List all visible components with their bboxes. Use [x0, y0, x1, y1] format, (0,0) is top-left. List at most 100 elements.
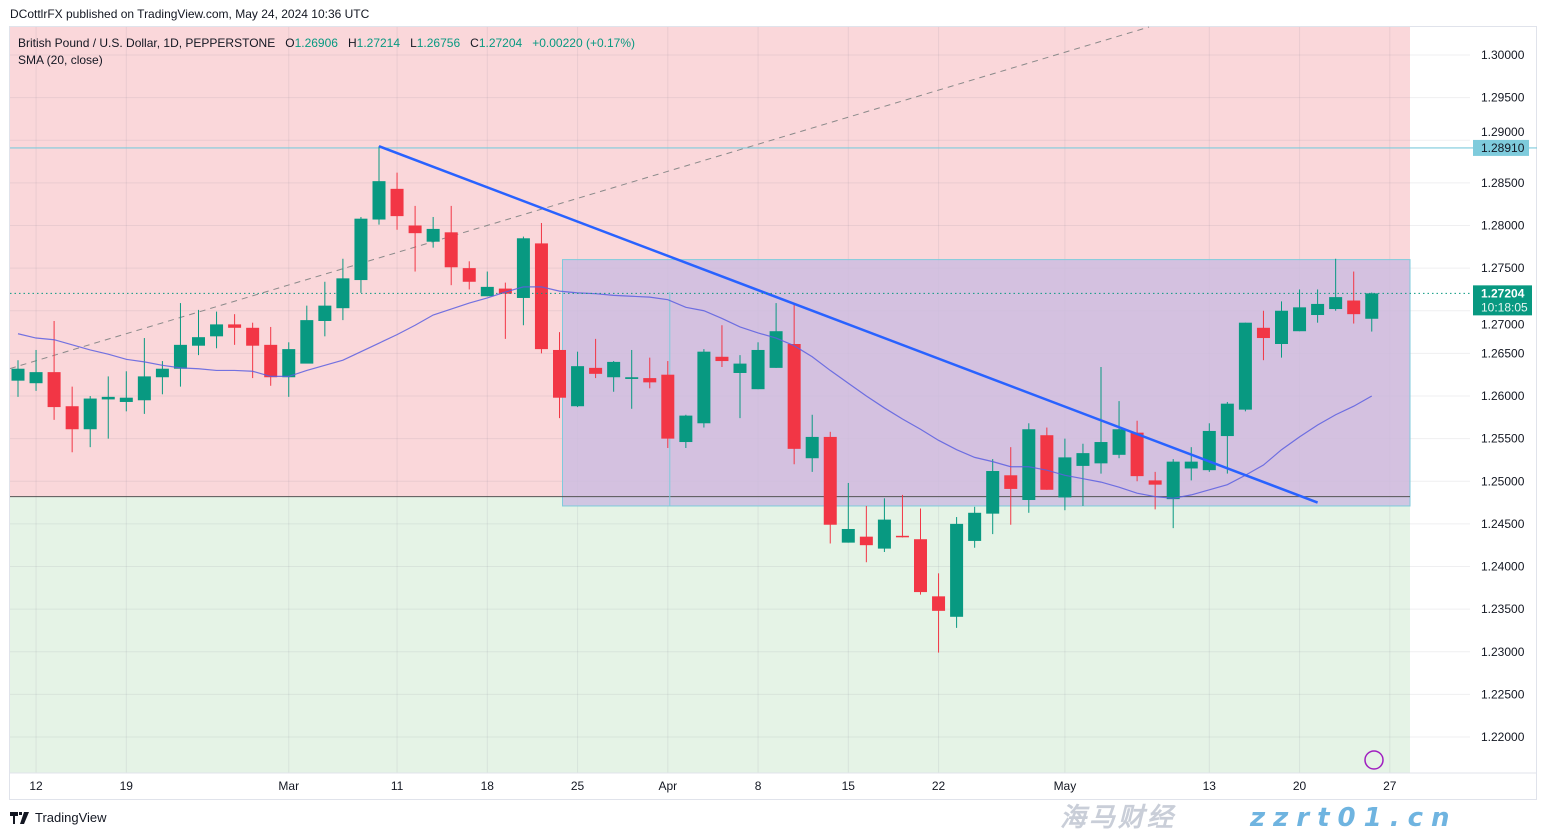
watermark-logo: 海马财经 — [1060, 803, 1177, 833]
candle-down — [1130, 432, 1144, 477]
candle-up — [1329, 297, 1343, 310]
high-value: 1.27214 — [356, 36, 401, 50]
candle-up — [968, 512, 982, 541]
candle-down — [246, 327, 260, 346]
high-label: H — [347, 36, 357, 50]
candle-up — [679, 415, 693, 443]
candle-up — [336, 278, 350, 309]
candle-up — [1293, 307, 1307, 332]
candle-up — [11, 368, 25, 381]
candle-down — [932, 596, 946, 611]
candle-down — [408, 225, 422, 234]
candle-up — [697, 351, 711, 424]
close-label: C — [470, 36, 479, 50]
time-tick-label: 12 — [29, 779, 43, 793]
low-label: L — [410, 36, 417, 50]
sma-line[interactable] — [17, 286, 1373, 499]
price-tick-label: 1.29500 — [1481, 91, 1525, 105]
candle-up — [625, 377, 639, 379]
published-caption: DCottlrFX published on TradingView.com, … — [10, 7, 370, 21]
candle-up — [192, 337, 205, 346]
price-tick-label: 1.27000 — [1481, 317, 1525, 331]
candle-up — [1220, 403, 1234, 437]
price-tick-label: 1.22500 — [1481, 687, 1525, 701]
candle-up — [173, 344, 187, 369]
candle-up — [1184, 461, 1198, 469]
price-tick-label: 1.24000 — [1481, 560, 1525, 574]
candle-down — [643, 378, 657, 383]
candle-up — [426, 228, 440, 242]
open-value: 1.26906 — [294, 36, 338, 50]
candle-up — [1311, 303, 1325, 316]
candle-up — [83, 398, 97, 430]
tradingview-logo-icon — [10, 811, 29, 824]
candle-up — [480, 286, 494, 297]
candle-up — [318, 305, 332, 321]
time-tick-label: 22 — [932, 779, 946, 793]
price-tick-label: 1.24500 — [1481, 517, 1525, 531]
open-label: O — [285, 36, 295, 50]
candle-down — [390, 188, 404, 217]
candle-up — [155, 368, 169, 378]
candle-down — [1256, 327, 1270, 339]
candle-down — [1347, 300, 1361, 315]
dashed-trendline[interactable] — [9, 26, 1150, 370]
candle-down — [553, 349, 566, 398]
candle-up — [1275, 310, 1288, 344]
candle-up — [210, 324, 224, 337]
candle-up — [950, 523, 964, 617]
low-value: 1.26756 — [416, 36, 461, 50]
candle-down — [1040, 435, 1054, 490]
price-tick-label: 1.23000 — [1481, 645, 1525, 659]
candle-down — [498, 288, 512, 294]
candle-up — [877, 519, 891, 549]
candle-up — [1022, 429, 1036, 501]
candle-down — [859, 536, 873, 546]
level-price-badge — [1473, 139, 1529, 156]
candle-up — [1094, 442, 1108, 464]
time-tick-label: May — [1054, 779, 1077, 793]
last-price-label: 1.27204 — [1481, 286, 1525, 300]
candle-down — [47, 372, 61, 408]
candle-down — [589, 367, 603, 374]
candle-up — [282, 349, 296, 378]
chart-legend: British Pound / U.S. Dollar, 1D, PEPPERS… — [18, 35, 635, 69]
time-tick-label: 13 — [1203, 779, 1217, 793]
symbol-name[interactable]: British Pound / U.S. Dollar, 1D, PEPPERS… — [18, 36, 276, 50]
price-tick-label: 1.28500 — [1481, 176, 1525, 190]
candle-down — [914, 539, 927, 593]
candle-up — [29, 372, 43, 384]
replay-icon[interactable] — [1364, 750, 1384, 770]
candle-up — [354, 218, 368, 281]
price-tick-label: 1.23500 — [1481, 602, 1525, 616]
trendline[interactable] — [378, 145, 1319, 504]
candle-down — [1004, 475, 1018, 489]
candle-down — [534, 243, 548, 350]
candle-up — [300, 320, 314, 364]
time-tick-label: 11 — [391, 779, 404, 793]
candle-down — [228, 324, 242, 328]
time-tick-label: 8 — [755, 779, 762, 793]
price-tick-label: 1.29000 — [1481, 125, 1525, 139]
candle-down — [787, 343, 801, 449]
time-tick-label: Apr — [658, 779, 677, 793]
candle-up — [571, 366, 585, 407]
candle-down — [895, 535, 909, 538]
candle-up — [137, 376, 151, 401]
candle-up — [516, 238, 530, 298]
price-tick-label: 1.26000 — [1481, 389, 1525, 403]
chart-frame — [9, 26, 1537, 800]
price-tick-label: 1.25000 — [1481, 474, 1525, 488]
time-tick-label: 19 — [120, 779, 134, 793]
range-box[interactable] — [562, 259, 1411, 507]
tradingview-brand[interactable]: TradingView — [10, 810, 107, 825]
countdown-label: 10:18:05 — [1481, 300, 1528, 314]
candle-up — [1076, 453, 1090, 466]
candle-up — [733, 363, 747, 373]
level-price-label: 1.28910 — [1481, 141, 1525, 155]
lower-zone — [10, 496, 1410, 773]
candle-down — [823, 436, 837, 525]
candle-up — [1112, 429, 1126, 455]
indicator-label[interactable]: SMA (20, close) — [18, 53, 103, 67]
